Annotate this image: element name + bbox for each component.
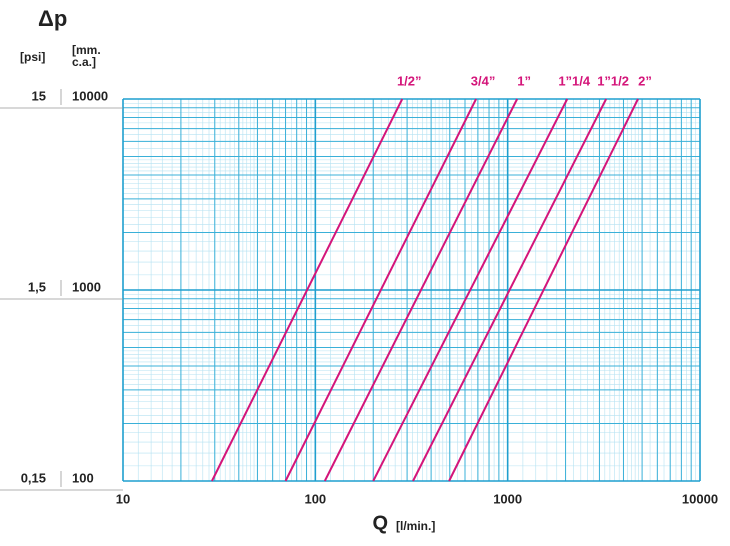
y2-tick-label: 15	[32, 88, 46, 103]
x-tick-label: 10	[116, 491, 130, 506]
x-axis-unit: [l/min.]	[396, 519, 435, 533]
series-label: 1”	[517, 73, 531, 88]
x-tick-label: 100	[304, 491, 326, 506]
series-line	[372, 98, 569, 482]
series-line	[284, 98, 477, 482]
y2-tick-label: 1,5	[28, 279, 46, 294]
y-unit-2: c.a.]	[72, 55, 96, 69]
y-unit: [psi]	[20, 50, 45, 64]
series-label: 1”1/2	[597, 73, 629, 88]
y-tick-label: 1000	[72, 279, 101, 294]
y2-tick-label: 0,15	[21, 470, 46, 485]
y-tick-label: 100	[72, 470, 94, 485]
y-tick-label: 10000	[72, 88, 108, 103]
series-line	[211, 98, 404, 482]
chart-title: Δp	[38, 6, 67, 31]
x-axis-label: Q	[372, 512, 388, 534]
series-label: 1/2”	[397, 73, 422, 88]
x-tick-label: 10000	[682, 491, 718, 506]
y-unit-2: [mm.	[72, 43, 101, 57]
series-line	[412, 98, 608, 482]
series-label: 1”1/4	[558, 73, 591, 88]
series-label: 2”	[638, 73, 652, 88]
x-tick-label: 1000	[493, 491, 522, 506]
series-line	[448, 98, 639, 482]
series-line	[323, 98, 519, 482]
series-label: 3/4”	[471, 73, 496, 88]
